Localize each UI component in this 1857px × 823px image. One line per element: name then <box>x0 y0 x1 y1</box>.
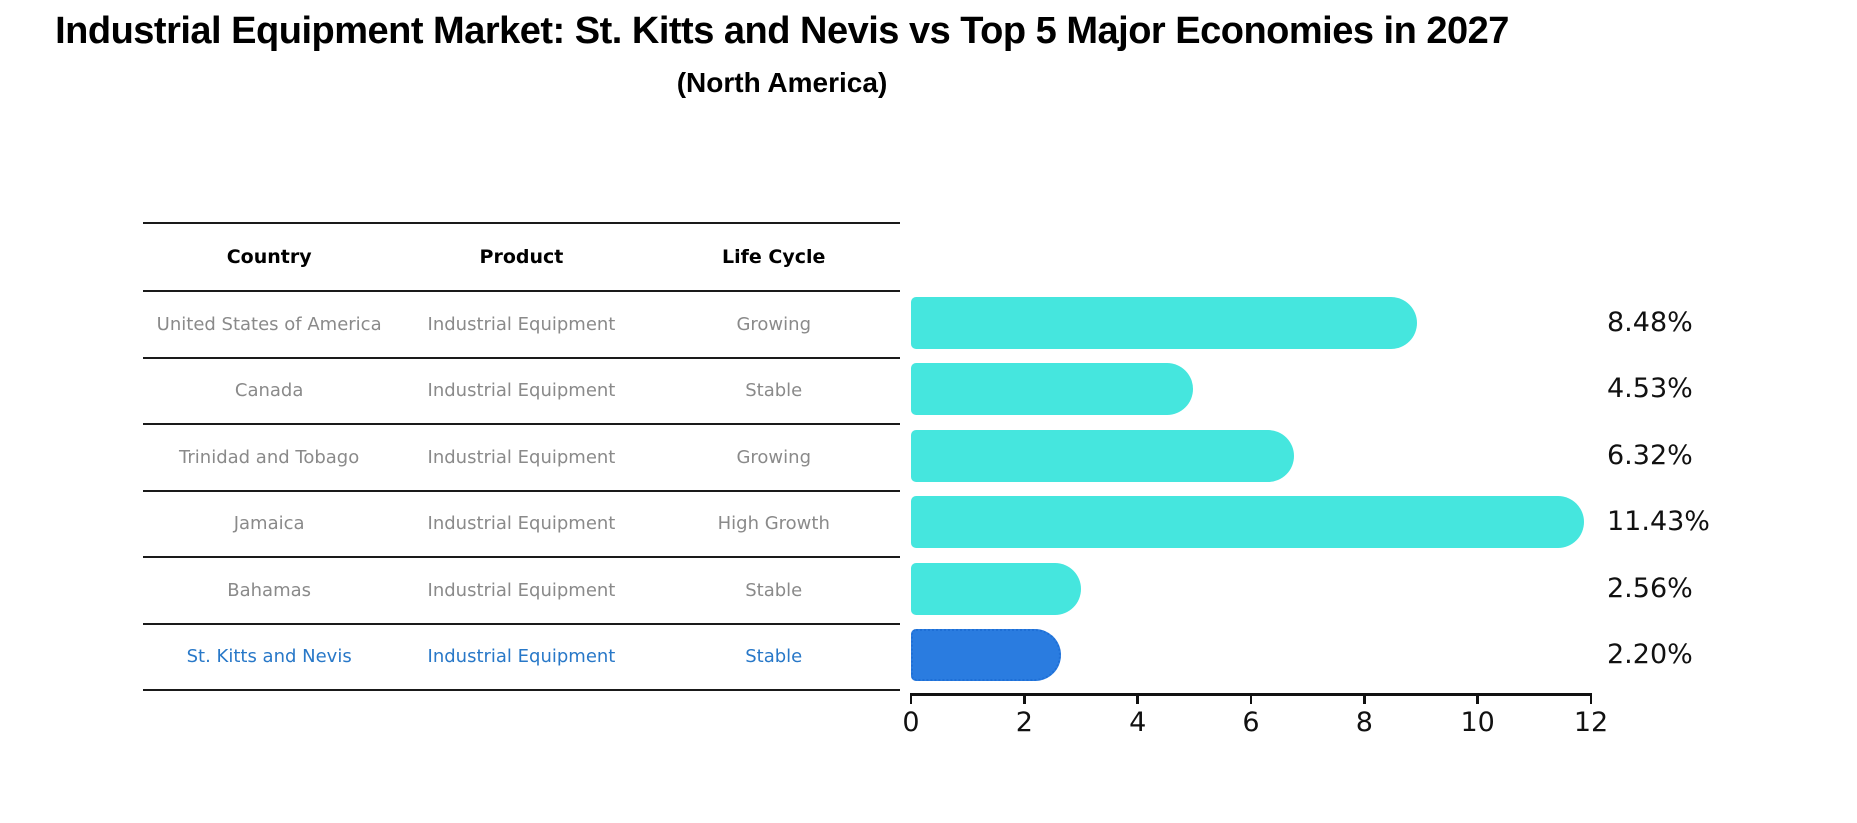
cell-country: Bahamas <box>227 579 312 601</box>
cell-country: Canada <box>234 380 304 402</box>
tick-label: 6 <box>1242 707 1260 738</box>
chart-title: Industrial Equipment Market: St. Kitts a… <box>55 10 1509 52</box>
cell-product: Industrial Equipment <box>427 313 616 335</box>
tick-mark <box>909 693 913 704</box>
col-header-country: Country <box>226 246 312 268</box>
bar-group: 11.43% <box>911 496 1710 548</box>
bar-group: 4.53% <box>911 363 1693 415</box>
cell-country: Trinidad and Tobago <box>179 446 360 468</box>
tick-mark <box>1023 693 1026 704</box>
table-row: Jamaica Industrial Equipment High Growth <box>143 492 900 558</box>
cell-product: Industrial Equipment <box>427 513 616 535</box>
table-row-st-kitts-highlight: St. Kitts and Nevis Industrial Equipment… <box>143 625 900 691</box>
bar-chart: 8.48% 4.53% 6.32% 11.43% 2.56% 2.20% 0 <box>902 0 1710 823</box>
bar-jamaica <box>911 496 1584 548</box>
tick-mark <box>1589 693 1593 704</box>
tick-mark <box>1363 693 1366 704</box>
bar-st-kitts-and-nevis-highlight <box>911 629 1061 681</box>
bar-group: 6.32% <box>911 430 1693 482</box>
summary-table: Country Product Life Cycle United States… <box>143 222 900 691</box>
tick-mark <box>1136 693 1139 704</box>
cell-life-cycle: High Growth <box>717 513 830 535</box>
tick-label: 10 <box>1460 707 1495 738</box>
bar-value-label: 2.20% <box>1607 639 1693 670</box>
bar-group: 2.20% <box>911 629 1693 681</box>
tick-label: 8 <box>1355 707 1373 738</box>
col-header-life-cycle: Life Cycle <box>722 246 826 268</box>
cell-life-cycle: Growing <box>736 446 811 468</box>
bar-bahamas <box>911 563 1082 615</box>
cell-product: Industrial Equipment <box>427 646 616 668</box>
bar-value-label: 2.56% <box>1607 573 1693 604</box>
table-row: Trinidad and Tobago Industrial Equipment… <box>143 425 900 492</box>
bar-value-label: 4.53% <box>1607 373 1693 404</box>
bar-group: 8.48% <box>911 297 1693 349</box>
bar-value-label: 6.32% <box>1607 440 1693 471</box>
cell-country: Jamaica <box>233 513 305 535</box>
bar-united-states <box>911 297 1417 349</box>
cell-country: United States of America <box>156 313 382 335</box>
bar-trinidad-and-tobago <box>911 430 1295 482</box>
chart-subtitle: (North America) <box>676 67 888 98</box>
cell-product: Industrial Equipment <box>427 380 616 402</box>
table-row: Canada Industrial Equipment Stable <box>143 359 900 425</box>
bar-group: 2.56% <box>911 563 1693 615</box>
cell-product: Industrial Equipment <box>427 446 616 468</box>
tick-mark <box>1249 693 1253 704</box>
title-block: Industrial Equipment Market: St. Kitts a… <box>0 0 1564 99</box>
cell-country: St. Kitts and Nevis <box>186 646 352 668</box>
cell-life-cycle: Stable <box>745 380 803 402</box>
tick-label: 4 <box>1129 707 1147 738</box>
cell-life-cycle: Growing <box>736 313 811 335</box>
cell-product: Industrial Equipment <box>427 579 616 601</box>
tick-label: 0 <box>902 707 920 738</box>
cell-life-cycle: Stable <box>745 646 803 668</box>
table-row: United States of America Industrial Equi… <box>143 292 900 359</box>
tick-label: 12 <box>1573 707 1609 738</box>
cell-life-cycle: Stable <box>745 579 803 601</box>
tick-mark <box>1476 693 1479 704</box>
bar-canada <box>911 363 1193 415</box>
table-header-row: Country Product Life Cycle <box>143 224 900 292</box>
bar-value-label: 8.48% <box>1607 307 1693 338</box>
tick-label: 2 <box>1015 707 1033 738</box>
col-header-product: Product <box>479 246 564 268</box>
bar-value-label: 11.43% <box>1607 506 1710 537</box>
table-row: Bahamas Industrial Equipment Stable <box>143 558 900 625</box>
